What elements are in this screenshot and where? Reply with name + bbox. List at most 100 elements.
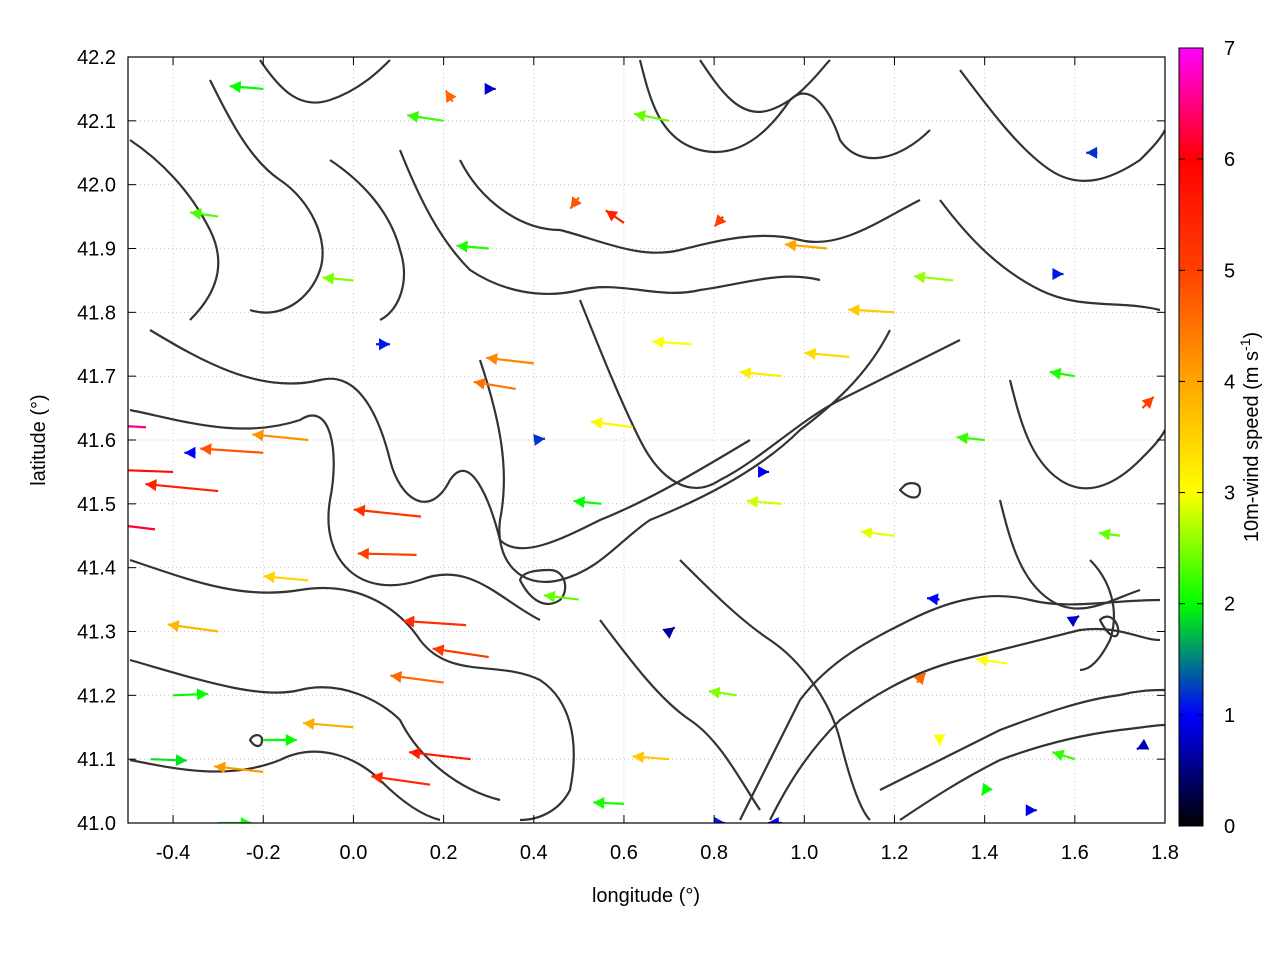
wind-vector <box>145 479 219 493</box>
wind-vector <box>408 747 471 761</box>
x-tick-label: 0.6 <box>610 842 638 864</box>
wind-vector <box>357 547 417 560</box>
contour-line <box>899 723 1165 821</box>
colorbar-label: 10m-wind speed (m s-1) <box>1237 332 1263 542</box>
wind-vector-head <box>214 761 226 774</box>
contour-line <box>518 568 567 606</box>
wind-vector-head <box>632 751 645 764</box>
wind-vector-head <box>263 571 276 584</box>
y-tick-label: 41.4 <box>77 558 116 580</box>
wind-vector <box>976 654 1008 667</box>
contour-line <box>259 59 391 104</box>
x-axis-label: longitude (°) <box>592 885 700 907</box>
wind-vector <box>150 754 187 767</box>
wind-vector-head <box>357 547 369 560</box>
wind-vector-head <box>196 688 209 701</box>
wind-vector <box>605 209 625 224</box>
contour-line <box>129 750 441 822</box>
wind-vector-head <box>533 434 545 446</box>
wind-vector <box>739 367 782 380</box>
wind-vector-head <box>848 304 860 317</box>
wind-vector <box>713 214 727 228</box>
wind-vector-head <box>175 754 187 767</box>
colorbar-label-main: 10m-wind speed (m s <box>1241 351 1263 542</box>
wind-vector-head <box>981 782 993 796</box>
wind-vector-shaft <box>128 469 174 474</box>
wind-vector <box>218 817 252 823</box>
grid-lines <box>128 56 1166 824</box>
y-tick-label: 41.3 <box>77 622 116 644</box>
wind-vector-head <box>926 593 939 606</box>
wind-vector-head <box>605 210 619 222</box>
wind-vector-head <box>200 443 212 456</box>
contour-line <box>898 482 922 499</box>
x-tick-label: 0.2 <box>430 842 458 864</box>
wind-vector-head <box>652 336 664 349</box>
wind-vector-head <box>473 377 486 390</box>
y-tick-label: 42.1 <box>77 111 116 133</box>
wind-vector-head <box>634 110 647 122</box>
wind-vector <box>758 465 770 478</box>
wind-vector-shaft <box>128 525 156 531</box>
wind-vector <box>1052 268 1064 281</box>
colorbar-ticks: 0 1 2 3 4 5 6 7 <box>1179 38 1235 838</box>
terrain-contours <box>129 59 1165 822</box>
wind-vector <box>926 593 940 606</box>
wind-vector-head <box>593 796 605 809</box>
wind-vector-head <box>432 644 445 657</box>
wind-vector-head <box>804 347 817 360</box>
wind-vector <box>375 338 390 351</box>
x-tick-label: 0.8 <box>700 842 728 864</box>
contour-line <box>1008 379 1165 490</box>
x-tick-label: 1.4 <box>971 842 999 864</box>
wind-vector-head <box>1141 396 1154 409</box>
wind-vector <box>473 377 516 391</box>
colorbar-label-suffix: ) <box>1241 332 1263 339</box>
wind-vector <box>708 686 737 699</box>
wind-vector <box>456 240 489 253</box>
wind-vector <box>1098 528 1121 541</box>
wind-vector-head <box>390 671 403 683</box>
contour-line <box>398 149 821 296</box>
wind-vector <box>252 429 309 442</box>
wind-vector-head <box>714 214 727 227</box>
wind-vector <box>533 434 546 446</box>
y-tick-label: 41.7 <box>77 366 116 388</box>
wind-vector <box>1066 615 1080 628</box>
contour-line <box>578 299 961 489</box>
wind-vector-head <box>913 271 926 284</box>
contour-line <box>329 159 405 321</box>
wind-vector <box>848 304 895 317</box>
wind-vector-head <box>746 495 759 508</box>
contour-line <box>459 159 921 254</box>
x-tick-label: 1.0 <box>790 842 818 864</box>
colorbar-tick-label: 4 <box>1224 371 1235 393</box>
wind-vector <box>746 495 782 508</box>
wind-vector <box>573 496 602 509</box>
contour-line <box>599 619 761 811</box>
y-tick-label: 42.2 <box>77 47 116 69</box>
wind-vector-head <box>860 526 873 539</box>
wind-vector-head <box>767 817 779 823</box>
wind-vector <box>128 525 156 531</box>
wind-vector-head <box>1098 528 1111 541</box>
y-tick-label: 41.0 <box>77 813 116 835</box>
wind-vector <box>860 526 895 539</box>
wind-vector <box>371 771 431 786</box>
wind-vector-head <box>252 429 264 442</box>
wind-vector-head <box>1025 804 1037 817</box>
wind-vector <box>652 336 692 349</box>
contour-line <box>699 59 831 113</box>
wind-vector-head <box>456 240 468 253</box>
wind-vector-head <box>190 208 202 220</box>
wind-vector <box>432 644 489 659</box>
contour-line <box>129 658 501 802</box>
wind-vector <box>407 110 444 123</box>
wind-vector <box>662 626 676 639</box>
wind-vector-head <box>240 817 252 823</box>
wind-vector <box>200 443 264 456</box>
wind-vector <box>390 671 444 684</box>
y-tick-label: 41.8 <box>77 302 116 324</box>
wind-vector <box>767 817 782 823</box>
